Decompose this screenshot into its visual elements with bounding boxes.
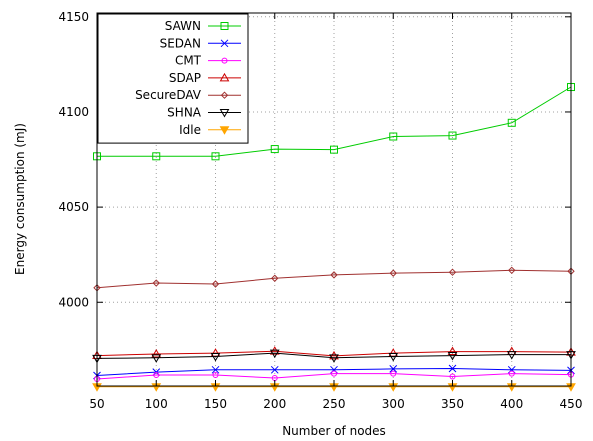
x-tick-label: 350 [441,397,464,411]
legend-marker-sawn [220,22,229,30]
series-sedan [93,364,575,380]
data-point-shna [447,352,458,361]
data-point-sawn [330,145,338,154]
data-point-cmt [153,371,160,378]
series-line-shna [96,352,571,359]
data-point-cmt [212,371,219,378]
series-cmt [94,370,574,382]
data-point-sedan [448,364,457,373]
data-point-securedav [211,280,220,288]
data-point-securedav [508,266,516,275]
data-point-sawn [448,131,457,140]
data-point-shna [388,353,399,362]
data-point-shna [210,353,221,362]
data-point-sedan [211,365,220,374]
x-tick-label: 150 [204,397,227,411]
y-axis-label: Energy consumption (mJ) [13,123,27,275]
legend-marker-shna [219,109,230,118]
legend-marker-sdap [219,72,230,82]
data-point-securedav [389,269,397,277]
data-point-sedan-stroke [448,364,457,373]
data-point-sedan-stroke [211,365,220,374]
series-securedav [93,266,575,292]
y-tick-label: 4100 [58,105,89,119]
data-point-sedan-stroke [389,365,398,373]
data-point-sawn [389,132,398,141]
x-tick-label: 450 [560,397,583,411]
data-point-cmt [390,370,397,377]
data-point-securedav [271,274,279,282]
data-point-cmt [449,373,456,380]
data-point-securedav [330,271,338,279]
series-line-cmt [96,373,572,380]
x-axis-label: Number of nodes [282,424,386,438]
legend: SAWN SEDAN CMT SDAP SecureDAV SHNA Idle [97,13,249,144]
data-point-sedan-stroke [270,365,279,374]
data-point-shna [329,354,339,363]
data-point-sedan [389,365,398,373]
x-tick-label: 100 [145,397,168,411]
legend-label-shna: SHNA [167,106,202,120]
y-tick-label: 4150 [58,10,89,24]
x-tick-label: 200 [263,397,286,411]
series-line-securedav [96,269,572,289]
data-point-sawn [152,152,161,161]
legend-label-securedav: SecureDAV [135,88,202,102]
x-tick-label: 300 [382,397,405,411]
legend-marker-cmt [221,57,228,64]
data-point-shna [151,354,162,363]
legend-label-cmt: CMT [175,54,202,68]
data-point-securedav [152,279,160,287]
data-point-sawn [270,145,279,154]
y-tick-label: 4050 [58,200,89,214]
data-point-shna [506,351,517,360]
data-point-sedan [270,365,279,374]
data-point-sdap [269,346,280,355]
x-tick-label: 250 [323,397,346,411]
legend-marker-idle [219,126,230,135]
data-point-sawn [507,118,516,127]
data-point-sdap [151,349,162,358]
legend-marker-sedan [220,39,229,48]
series-line-sdap [96,350,572,357]
legend-label-idle: Idle [179,123,201,137]
x-tick-label: 400 [500,397,523,411]
legend-box [97,13,249,144]
data-point-sawn [211,152,220,161]
series-line-sawn [97,86,572,157]
data-point-shna [269,349,280,359]
legend-marker-sedan-stroke [220,39,229,48]
y-tick-label: 4000 [58,295,89,309]
legend-label-sedan: SEDAN [160,36,201,50]
legend-label-sdap: SDAP [169,71,201,85]
series-layer [92,83,576,392]
series-shna [92,349,576,364]
data-point-cmt [331,370,337,377]
legend-label-sawn: SAWN [165,19,201,33]
data-point-securedav [448,268,457,276]
data-point-sdap [447,346,458,356]
data-point-sdap [329,350,339,360]
data-point-cmt [508,370,515,377]
legend-marker-securedav [220,91,229,99]
x-tick-label: 50 [89,397,104,411]
